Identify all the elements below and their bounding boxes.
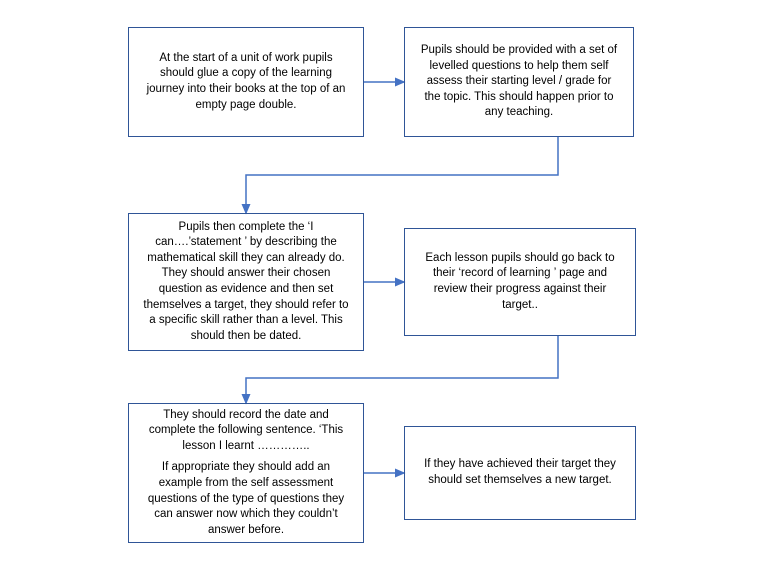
flowchart-node: If they have achieved their target they … — [404, 426, 636, 520]
flowchart-node-text: At the start of a unit of work pupils sh… — [143, 51, 349, 113]
flowchart-node-text: They should record the date and complete… — [143, 408, 349, 455]
flowchart-node: They should record the date and complete… — [128, 403, 364, 543]
flowchart-edge — [246, 137, 558, 213]
flowchart-node: Pupils should be provided with a set of … — [404, 27, 634, 137]
flowchart-node-text: If appropriate they should add an exampl… — [143, 460, 349, 538]
flowchart-arrows — [0, 0, 768, 576]
flowchart-node-text: Pupils should be provided with a set of … — [419, 43, 619, 121]
flowchart-node: Each lesson pupils should go back to the… — [404, 228, 636, 336]
flowchart-node-text: If they have achieved their target they … — [419, 457, 621, 488]
flowchart-node-text: Pupils then complete the ‘I can….’statem… — [143, 220, 349, 344]
flowchart-node: At the start of a unit of work pupils sh… — [128, 27, 364, 137]
flowchart-node: Pupils then complete the ‘I can….’statem… — [128, 213, 364, 351]
flowchart-node-text: Each lesson pupils should go back to the… — [419, 251, 621, 313]
